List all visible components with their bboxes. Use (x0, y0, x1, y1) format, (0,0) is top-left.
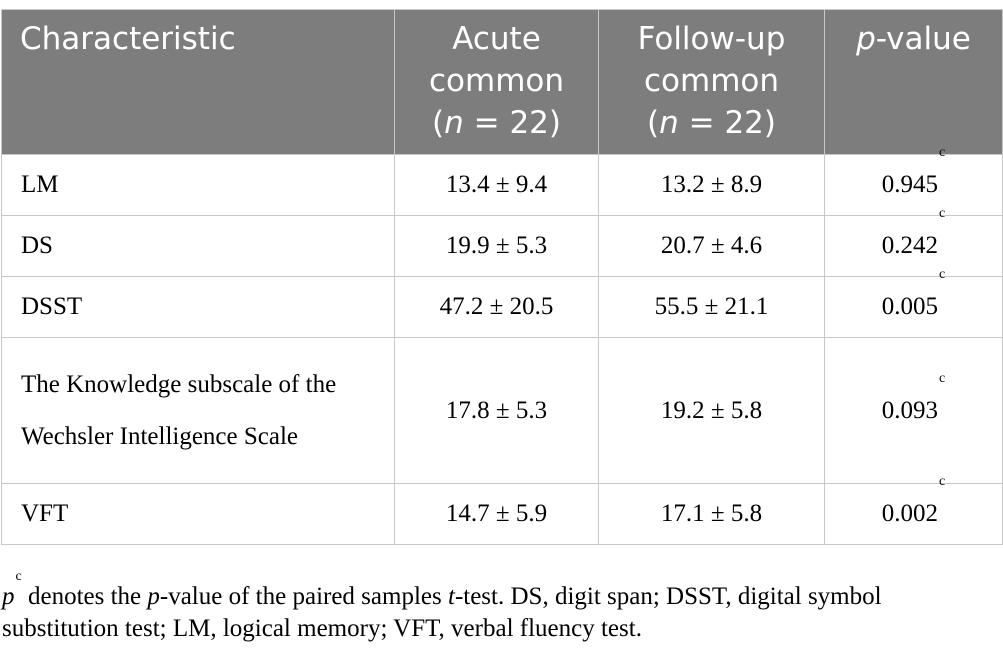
cell-p-value: 0.005c (824, 268, 1003, 338)
header-p-value: p-value (824, 9, 1003, 155)
cell-p-value: 0.002c (824, 475, 1003, 545)
table-row: VFT 14.7 ± 5.9 17.1 ± 5.8 0.002c (1, 475, 1003, 545)
cell-follow-up: 19.2 ± 5.8 (598, 337, 825, 484)
cell-follow-up: 55.5 ± 21.1 (598, 276, 825, 338)
cell-p-value: 0.242c (824, 207, 1003, 277)
table-row: DSST 47.2 ± 20.5 55.5 ± 21.1 0.005c (1, 268, 1003, 338)
table-row: DS 19.9 ± 5.3 20.7 ± 4.6 0.242c (1, 207, 1003, 277)
table-row: LM 13.4 ± 9.4 13.2 ± 8.9 0.945c (1, 146, 1003, 216)
header-row: Characteristic Acute common (n = 22) Fol… (1, 9, 1003, 155)
header-acute-common: Acute common (n = 22) (394, 9, 599, 155)
cell-p-value: 0.945c (824, 146, 1003, 216)
cell-characteristic: The Knowledge subscale of the Wechsler I… (1, 337, 395, 484)
header-characteristic: Characteristic (1, 9, 395, 155)
table-row: The Knowledge subscale of the Wechsler I… (1, 337, 1003, 484)
cell-acute: 17.8 ± 5.3 (394, 337, 599, 484)
cell-follow-up: 20.7 ± 4.6 (598, 215, 825, 277)
header-follow-up-common: Follow-up common (n = 22) (598, 9, 825, 155)
cell-p-value: 0.093c (824, 337, 1003, 484)
cell-acute: 13.4 ± 9.4 (394, 154, 599, 216)
cell-follow-up: 13.2 ± 8.9 (598, 154, 825, 216)
results-table: Characteristic Acute common (n = 22) Fol… (1, 9, 1003, 545)
cell-acute: 19.9 ± 5.3 (394, 215, 599, 277)
cell-characteristic: DSST (1, 276, 395, 338)
cell-acute: 14.7 ± 5.9 (394, 483, 599, 545)
cell-characteristic: DS (1, 215, 395, 277)
cell-acute: 47.2 ± 20.5 (394, 276, 599, 338)
cell-follow-up: 17.1 ± 5.8 (598, 483, 825, 545)
cell-characteristic: LM (1, 154, 395, 216)
table-footnote: pc denotes the p-value of the paired sam… (2, 569, 882, 643)
cell-characteristic: VFT (1, 483, 395, 545)
